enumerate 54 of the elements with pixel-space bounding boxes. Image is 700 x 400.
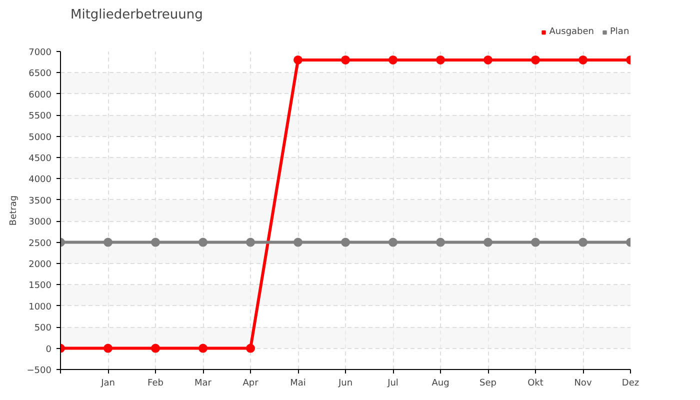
point <box>578 55 588 64</box>
x-tick-label: Nov <box>574 378 592 388</box>
point <box>436 55 445 64</box>
x-tick-label: Mar <box>194 378 212 388</box>
x-tick-label: Jun <box>337 378 353 388</box>
point <box>341 55 350 64</box>
point <box>484 238 492 247</box>
chart-title: Mitgliederbetreuung <box>70 8 203 22</box>
point <box>484 55 492 64</box>
x-tick-label: Feb <box>148 378 164 388</box>
point <box>198 344 208 353</box>
y-tick-label: 2000 <box>28 260 52 270</box>
point <box>578 238 588 247</box>
y-tick-label: −500 <box>26 366 52 376</box>
point <box>104 238 112 247</box>
x-tick-label: Dez <box>622 378 640 388</box>
y-tick-label: 500 <box>34 324 52 334</box>
y-tick-label: 6500 <box>28 69 52 80</box>
point <box>388 238 398 247</box>
point <box>436 238 445 247</box>
point <box>531 238 540 247</box>
y-tick-label: 1500 <box>28 281 52 292</box>
y-tick-label: 3500 <box>28 196 52 206</box>
point <box>151 344 160 353</box>
y-tick-label: 1000 <box>28 302 52 312</box>
x-tick-label: Okt <box>528 378 544 388</box>
x-tick-label: Sep <box>480 378 497 388</box>
point <box>151 238 160 247</box>
point <box>341 238 350 247</box>
y-tick-label: 4500 <box>28 154 52 164</box>
y-tick-label: 7000 <box>28 48 52 58</box>
x-tick-label: Aug <box>432 378 450 388</box>
point <box>294 238 302 247</box>
x-tick-label: Apr <box>242 378 259 388</box>
x-tick-label: Jan <box>100 378 115 388</box>
point <box>246 344 255 353</box>
y-tick-label: 5500 <box>28 112 52 122</box>
y-tick-label: 5000 <box>28 132 52 143</box>
y-tick-label: 0 <box>46 344 52 355</box>
legend-label: Ausgaben <box>549 27 594 37</box>
y-tick-label: 6000 <box>28 90 52 100</box>
y-tick-label: 2500 <box>28 238 52 249</box>
y-tick-label: 3000 <box>28 218 52 228</box>
point <box>104 344 112 353</box>
y-tick-label: 4000 <box>28 175 52 186</box>
point <box>198 238 208 247</box>
point <box>531 55 540 64</box>
legend-label: Plan <box>610 27 630 37</box>
point <box>246 238 255 247</box>
x-tick-label: Mai <box>290 378 306 388</box>
point <box>388 55 398 64</box>
x-tick-label: Jul <box>386 378 398 388</box>
point <box>294 55 302 64</box>
y-axis-title: Betrag <box>8 195 19 226</box>
